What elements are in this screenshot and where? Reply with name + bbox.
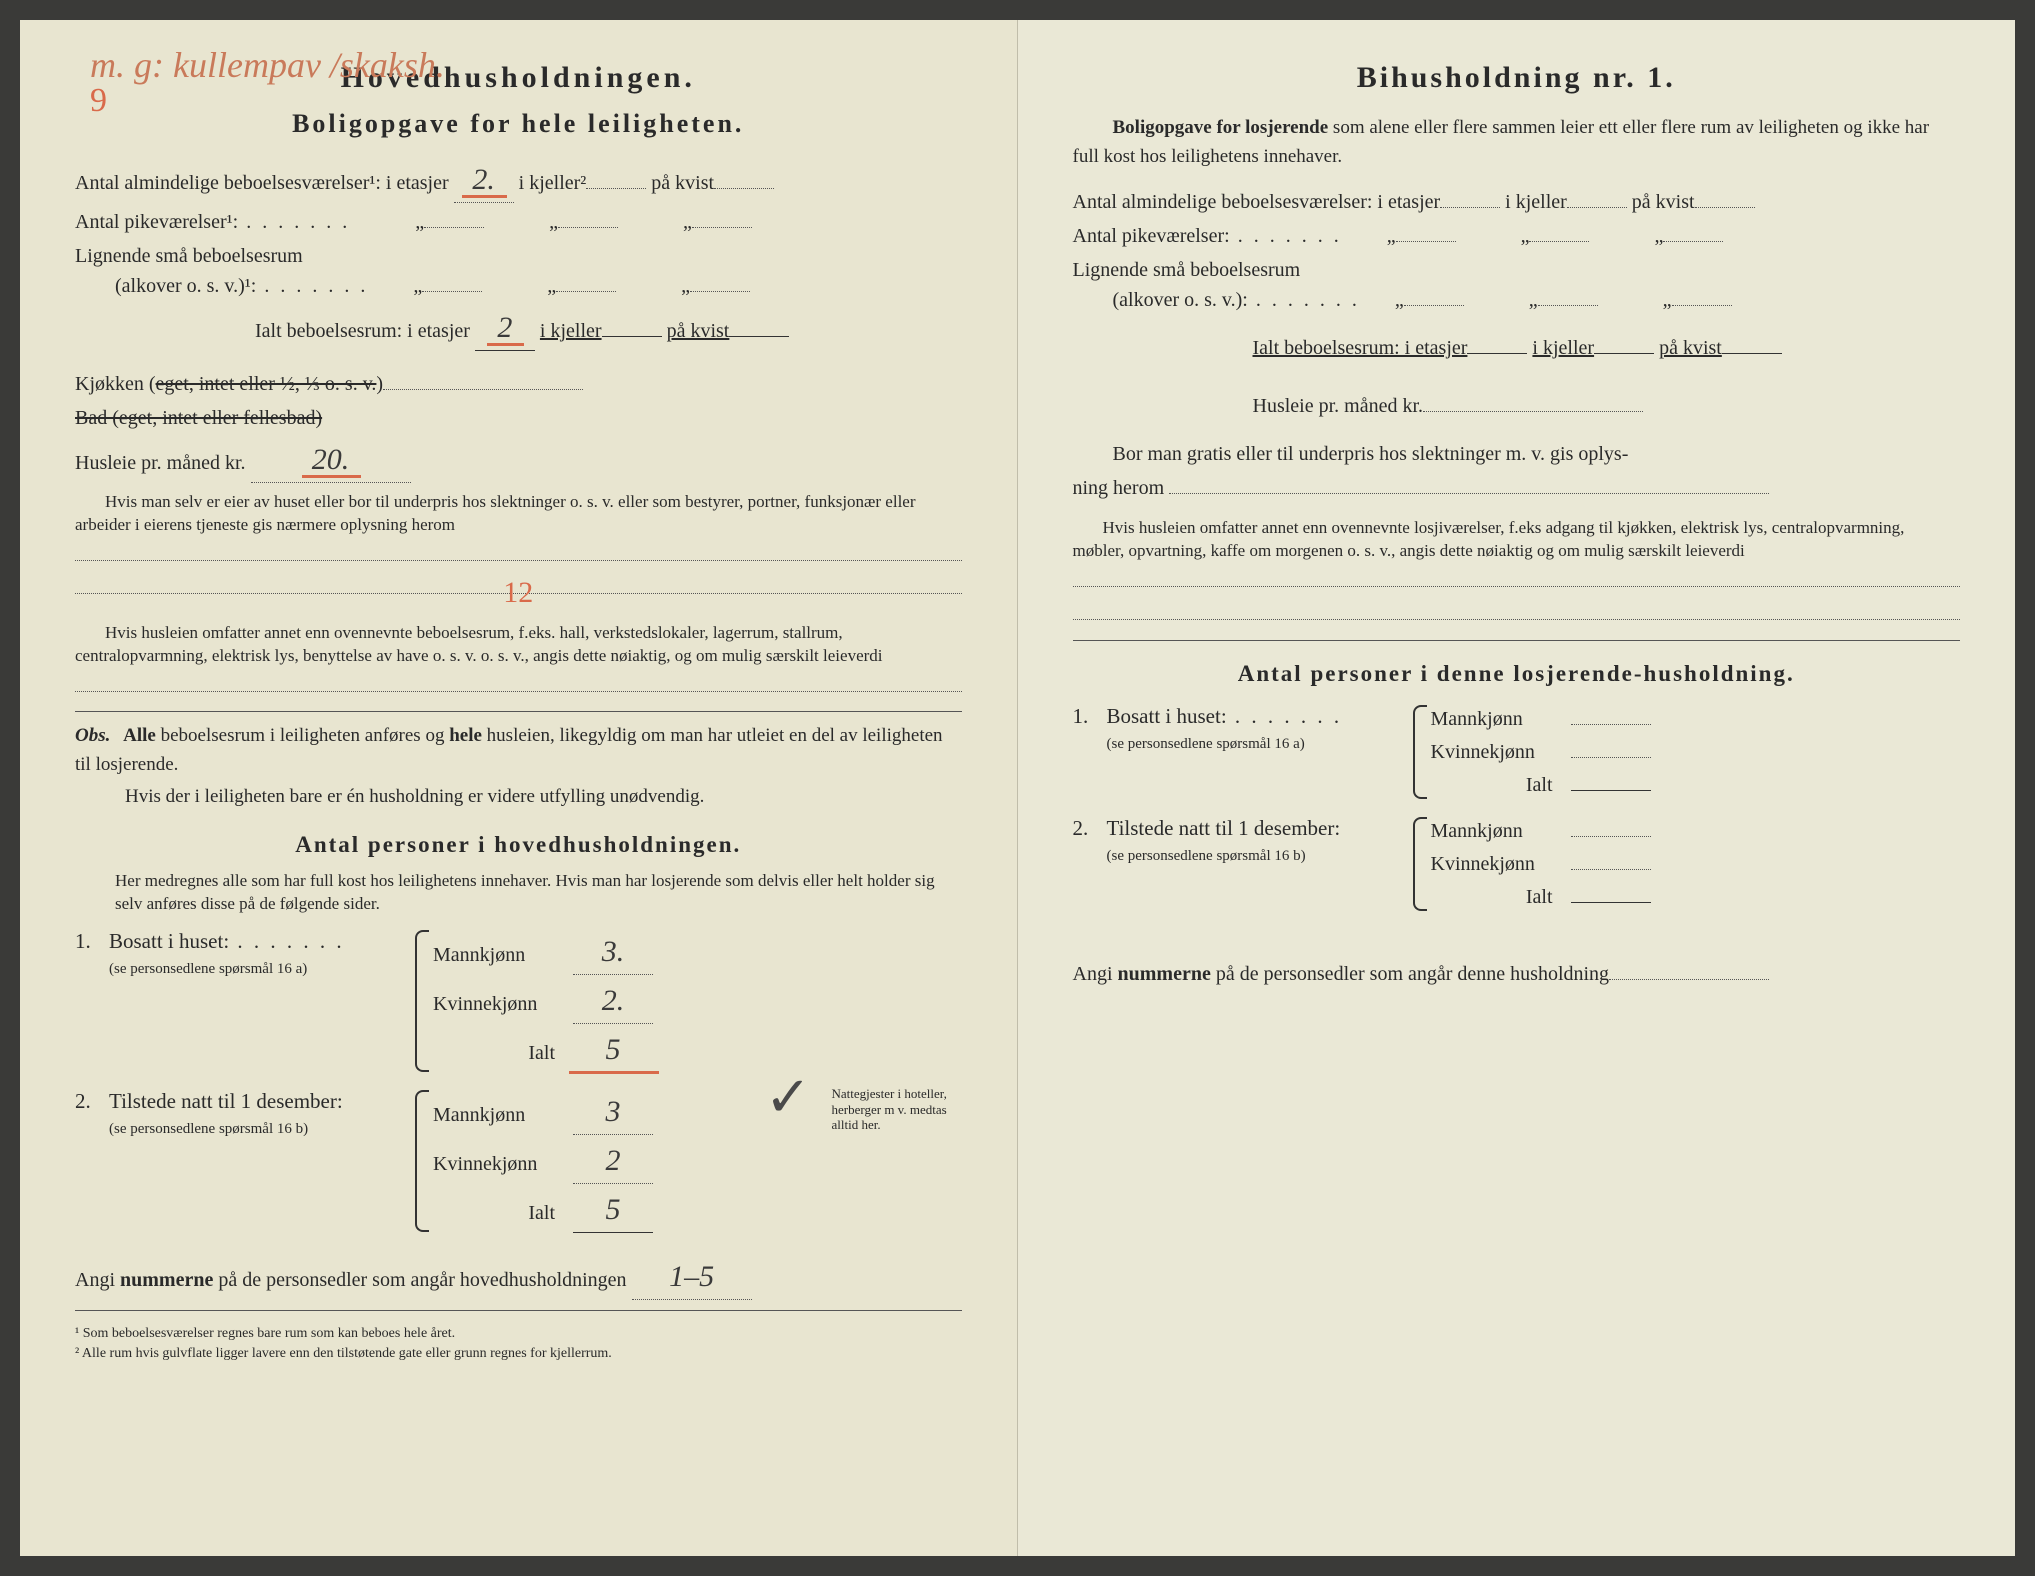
footnotes: ¹ Som beboelsesværelser regnes bare rum … [75, 1325, 962, 1363]
antal-intro: Her medregnes alle som har full kost hos… [115, 870, 962, 916]
r-para1: Bor man gratis eller til underpris hos s… [1073, 439, 1961, 469]
line-lignende: Lignende små beboelsesrum (alkover o. s.… [75, 241, 962, 301]
divider [1073, 640, 1961, 641]
blank-line [1073, 596, 1961, 620]
para-husleien: Hvis husleien omfatter annet enn ovennev… [75, 622, 962, 668]
r-line3: Lignende små beboelsesrum (alkover o. s.… [1073, 255, 1961, 315]
right-title: Bihusholdning nr. 1. [1073, 55, 1961, 100]
blank-line [75, 668, 962, 692]
document-scan: m. g: kullempav /skaksh. 9 Hovedhusholdn… [20, 20, 2015, 1556]
row-bosatt: 1. Bosatt i huset: (se personsedlene spø… [75, 926, 962, 1076]
divider [75, 711, 962, 712]
intro-text: Boligopgave for losjerende som alene ell… [1073, 114, 1961, 171]
page-left: m. g: kullempav /skaksh. 9 Hovedhusholdn… [20, 20, 1018, 1556]
r-row-bosatt: 1. Bosatt i huset: (se personsedlene spø… [1073, 701, 1961, 803]
line-ialt: Ialt beboelsesrum: i etasjer 2 i kjeller… [255, 305, 962, 351]
blank-line [75, 537, 962, 561]
handwritten-number: 9 [90, 75, 107, 126]
blank-line [1073, 563, 1961, 587]
antal-title: Antal personer i hovedhusholdningen. [75, 828, 962, 863]
line-pikevaerelser: Antal pikeværelser¹: „ „ „ [75, 207, 962, 237]
r-antal-title: Antal personer i denne losjerende-hushol… [1073, 657, 1961, 692]
r-line4: Ialt beboelsesrum: i etasjer i kjeller p… [1253, 333, 1961, 363]
r-row-tilstede: 2. Tilstede natt til 1 desember: (se per… [1073, 813, 1961, 915]
line-kjokken: Kjøkken (eget, intet eller ½, ⅓ o. s. v.… [75, 369, 962, 399]
subtitle: Boligopgave for hele leiligheten. [75, 104, 962, 143]
row-tilstede: 2. Tilstede natt til 1 desember: (se per… [75, 1086, 962, 1236]
r-line1: Antal almindelige beboelsesværelser: i e… [1073, 187, 1961, 217]
page-right: Bihusholdning nr. 1. Boligopgave for los… [1018, 20, 2016, 1556]
line-husleie: Husleie pr. måned kr. 20. [75, 437, 962, 483]
r-angi: Angi nummerne på de personsedler som ang… [1073, 959, 1961, 989]
blank-line-mark: 12 [75, 570, 962, 594]
line-angi: Angi nummerne på de personsedler som ang… [75, 1254, 962, 1300]
line-bad: Bad (eget, intet eller fellesbad) [75, 403, 962, 433]
checkmark: ✓ [765, 1056, 812, 1140]
divider [75, 1310, 962, 1311]
line-beboelsesvaerelser: Antal almindelige beboelsesværelser¹: i … [75, 157, 962, 203]
r-para2: Hvis husleien omfatter annet enn ovennev… [1073, 517, 1961, 563]
obs-block: Obs. Alle beboelsesrum i leiligheten anf… [75, 722, 962, 812]
r-husleie: Husleie pr. måned kr. [1253, 391, 1961, 421]
handwritten-annotation-top: m. g: kullempav /skaksh. [90, 38, 445, 92]
side-note: Nattegjester i hoteller, herberger m v. … [832, 1086, 962, 1133]
para-eier: Hvis man selv er eier av huset eller bor… [75, 491, 962, 537]
r-line2: Antal pikeværelser: „ „ „ [1073, 221, 1961, 251]
